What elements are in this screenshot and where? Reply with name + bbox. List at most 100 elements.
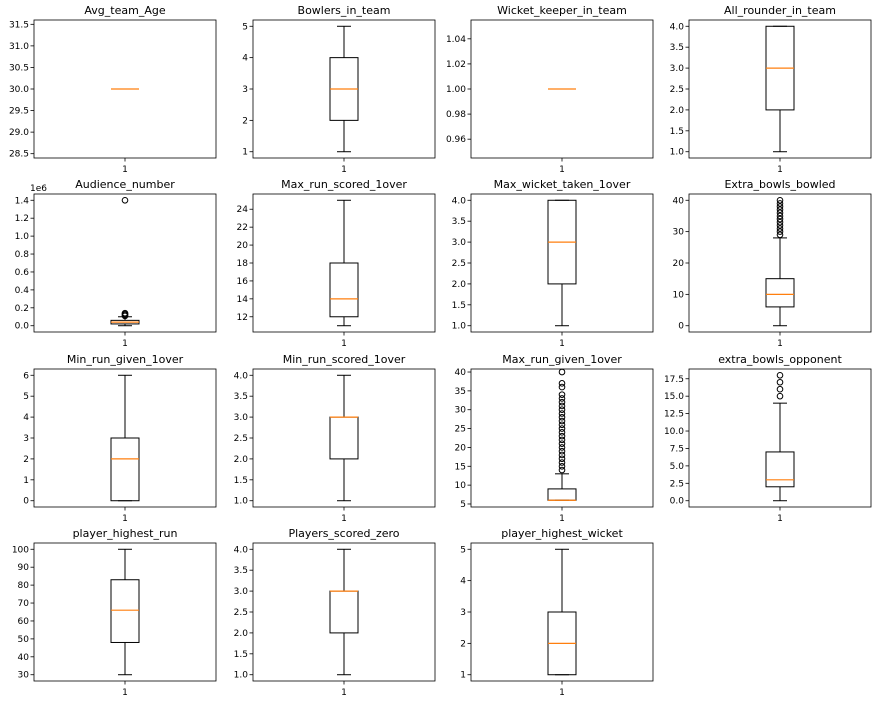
y-tick-label: 0.0: [670, 497, 685, 507]
y-tick-label: 1.04: [446, 35, 466, 45]
outlier-point: [776, 212, 784, 220]
subplot-title: player_highest_wicket: [501, 527, 623, 540]
outlier-point: [776, 228, 784, 235]
y-tick-label: 10: [673, 290, 685, 300]
outlier-point: [121, 196, 129, 204]
outlier-point: [776, 200, 784, 207]
y-tick-label: 70: [18, 599, 30, 609]
outlier-point: [776, 206, 784, 213]
outlier-point: [776, 215, 784, 223]
x-tick-label: 1: [777, 165, 783, 175]
outlier-point: [776, 203, 784, 210]
outlier-point: [558, 410, 566, 417]
y-tick-label: 12.5: [664, 410, 684, 420]
y-tick-label: 40: [673, 196, 685, 206]
subplot-6: Max_run_scored_1over 12 14 16 18 20 22 24 1: [237, 178, 436, 349]
subplot-title: Players_scored_zero: [288, 527, 399, 540]
subplot-title: All_rounder_in_team: [724, 4, 836, 17]
y-tick-label: 4: [23, 413, 29, 423]
outlier-point: [558, 444, 566, 451]
outlier-point: [558, 447, 566, 455]
iqr-box: [329, 416, 359, 460]
subplot-title: Min_run_given_1over: [67, 353, 184, 366]
y-tick-label: 30: [673, 228, 685, 238]
y-tick-label: 0.96: [446, 135, 466, 145]
y-tick-label: 3.0: [452, 238, 467, 248]
subplot-8: Extra_bowls_bowled 0 10 20 30 40 1: [673, 178, 872, 349]
iqr-box: [765, 451, 795, 488]
x-tick-label: 1: [341, 339, 347, 349]
y-tick-label: 40: [455, 368, 467, 378]
outlier-point: [558, 451, 566, 459]
iqr-box: [547, 488, 577, 501]
y-tick-label: 2.5: [234, 608, 248, 618]
y-tick-label: 4.0: [234, 545, 249, 555]
y-tick-label: 15: [455, 462, 466, 472]
subplot-title: player_highest_run: [73, 527, 178, 540]
x-tick-label: 1: [559, 688, 565, 698]
outlier-point: [558, 383, 566, 391]
y-tick-label: 10: [455, 481, 467, 491]
y-tick-label: 5: [23, 392, 29, 402]
subplot-2: Bowlers_in_team 1 2 3 4 5 1: [242, 4, 436, 175]
y-tick-label: 1.0: [234, 671, 249, 681]
outlier-point: [776, 218, 784, 226]
y-tick-label: 40: [18, 653, 30, 663]
y-tick-label: 2.0: [234, 629, 249, 639]
y-tick-label: 2.0: [670, 106, 685, 116]
outlier-point: [558, 462, 566, 470]
outlier-point: [558, 368, 566, 376]
y-tick-label: 4: [242, 54, 248, 64]
subplot-title: Max_run_given_1over: [502, 353, 622, 366]
y-tick-label: 30.0: [9, 85, 29, 95]
y-tick-label: 1.5: [234, 650, 248, 660]
subplot-title: Min_run_scored_1over: [283, 353, 406, 366]
outlier-point: [558, 425, 566, 432]
outlier-point: [776, 392, 784, 400]
subplot-12: extra_bowls_opponent 0.0 2.5 5.0 7.5 10.0 12.5…: [664, 353, 872, 524]
y-tick-label: 1.0: [234, 497, 249, 507]
y-tick-label: 0.0: [15, 322, 30, 332]
y-tick-label: 35: [455, 387, 466, 397]
y-tick-label: 4.0: [670, 22, 685, 32]
y-tick-label: 2.5: [670, 479, 684, 489]
y-tick-label: 1.5: [452, 301, 466, 311]
y-tick-label: 0.2: [15, 304, 29, 314]
y-tick-label: 3: [23, 434, 29, 444]
y-tick-label: 1: [23, 476, 29, 486]
y-tick-label: 50: [18, 635, 30, 645]
iqr-box: [765, 278, 795, 308]
y-tick-label: 1.0: [670, 148, 685, 158]
y-tick-label: 10.0: [664, 427, 684, 437]
subplot-1: Avg_team_Age 28.5 29.0 29.5 30.0 30.5 31.0 31.5…: [9, 4, 217, 175]
y-tick-label: 2.0: [234, 455, 249, 465]
outlier-point: [558, 459, 566, 466]
y-tick-label: 28.5: [9, 150, 29, 160]
y-tick-label: 4.0: [234, 371, 249, 381]
subplot-3: Wicket_keeper_in_team 0.96 0.98 1.00 1.02 1.0…: [446, 4, 654, 175]
y-tick-label: 3: [242, 85, 248, 95]
subplot-5: Audience_number0.00.20.40.60.81.01.21.41…: [15, 178, 217, 349]
subplot-title: extra_bowls_opponent: [718, 353, 842, 366]
y-tick-label: 2: [23, 455, 29, 465]
outlier-point: [121, 309, 129, 317]
y-tick-label: 3.5: [234, 392, 248, 402]
y-tick-label: 1.5: [234, 476, 248, 486]
subplot-7: Max_wicket_taken_1over 1.0 1.5 2.0 2.5 3.0 3.5…: [452, 178, 654, 349]
y-tick-label: 30: [18, 671, 30, 681]
subplot-title: Bowlers_in_team: [298, 4, 391, 17]
y-tick-label: 100: [12, 545, 29, 555]
subplot-title: Wicket_keeper_in_team: [497, 4, 627, 17]
y-tick-label: 1: [242, 148, 248, 158]
iqr-box: [110, 579, 140, 643]
x-tick-label: 1: [559, 514, 565, 524]
subplot-title: Extra_bowls_bowled: [724, 178, 835, 191]
subplot-9: Min_run_given_1over 0 1 2 3 4 5 6 1: [23, 353, 217, 524]
y-tick-label: 24: [237, 205, 249, 215]
y-tick-label: 16: [237, 277, 249, 287]
y-tick-label: 0.4: [15, 286, 30, 296]
y-tick-label: 29.0: [9, 128, 29, 138]
y-tick-label: 3.0: [234, 587, 249, 597]
y-tick-label: 30.5: [9, 63, 29, 73]
y-tick-label: 17.5: [664, 375, 684, 385]
